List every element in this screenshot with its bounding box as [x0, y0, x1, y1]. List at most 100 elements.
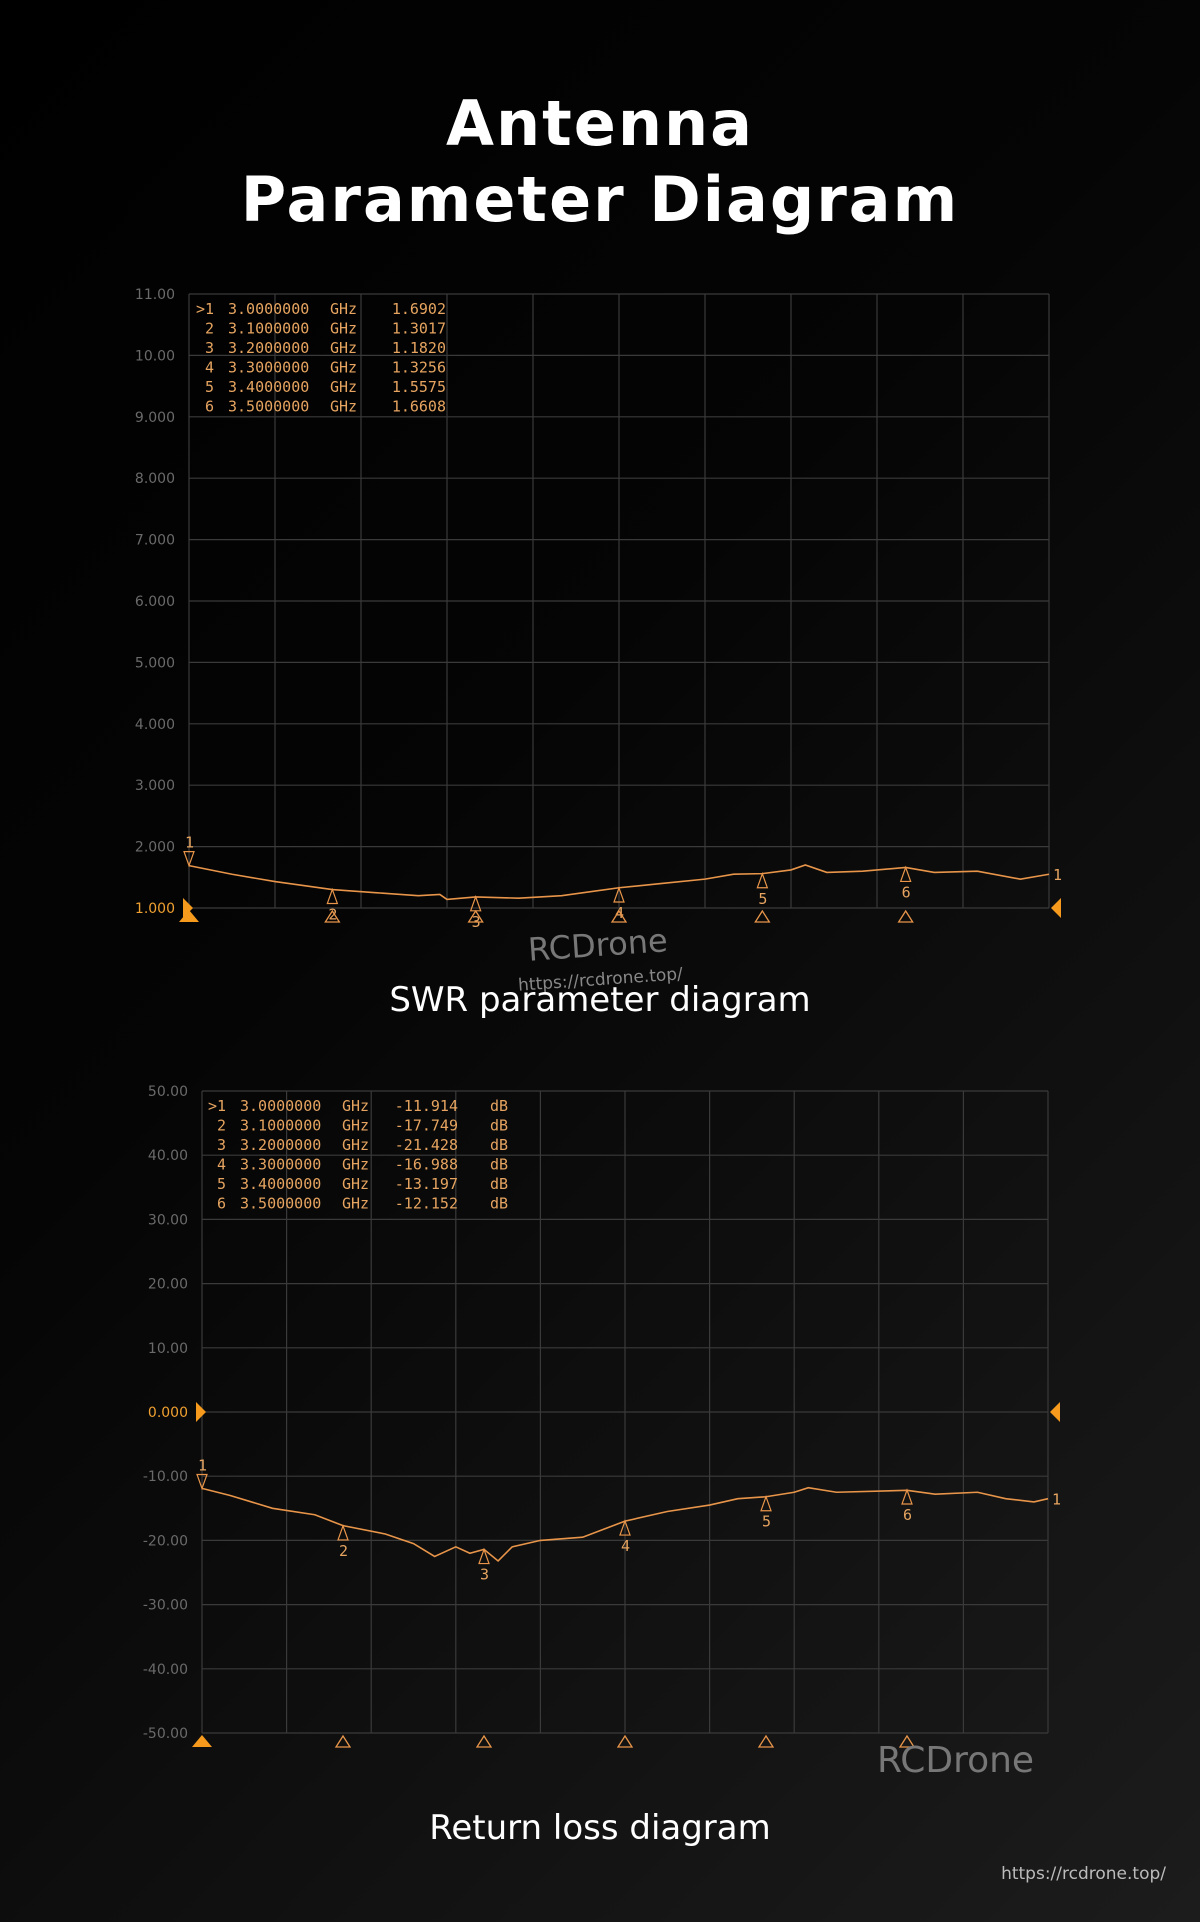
marker-icon [337, 1524, 349, 1541]
marker-table-freq: 3.0000000 [228, 300, 309, 318]
marker-bottom-icon [324, 909, 341, 923]
marker-table-unit: GHz [342, 1117, 369, 1135]
marker-table-vunit: dB [490, 1097, 508, 1115]
marker-icon [619, 1519, 631, 1536]
marker-table-unit: GHz [330, 378, 357, 396]
y-tick-label: 6.000 [135, 594, 175, 610]
marker-label: 1 [198, 1456, 207, 1474]
marker-table-id: 4 [217, 1156, 226, 1174]
footer-url: https://rcdrone.top/ [1001, 1864, 1166, 1884]
trace-line [201, 1486, 1049, 1563]
marker-table-value: -16.988 [395, 1156, 458, 1174]
marker-table-unit: GHz [342, 1097, 369, 1115]
y-tick-label: 10.00 [135, 348, 175, 364]
marker-table-freq: 3.5000000 [228, 398, 309, 416]
marker-label: 5 [762, 1513, 771, 1531]
marker-bottom-icon [757, 1734, 775, 1748]
swr-caption: SWR parameter diagram [389, 980, 811, 1020]
y-tick-label: 9.000 [135, 410, 175, 426]
marker-table-id: >1 [196, 300, 214, 318]
marker-bottom-icon [898, 1734, 916, 1748]
marker-icon [196, 1473, 208, 1491]
marker-table-unit: GHz [330, 359, 357, 377]
y-tick-label: 1.000 [135, 901, 175, 917]
marker-table-unit: GHz [342, 1136, 369, 1154]
y-tick-label: 3.000 [135, 778, 175, 794]
marker-table-freq: 3.3000000 [240, 1156, 321, 1174]
marker-table-value: 1.5575 [392, 378, 446, 396]
y-tick-label: 5.000 [135, 655, 175, 671]
marker-icon [760, 1494, 772, 1512]
y-tick-label: 10.00 [148, 1341, 188, 1357]
y-tick-label: 4.000 [135, 717, 175, 733]
page-title: Antenna Parameter Diagram [240, 87, 960, 236]
marker-table-vunit: dB [490, 1136, 508, 1154]
marker-table-id: 5 [205, 378, 214, 396]
marker-table-freq: 3.0000000 [240, 1097, 321, 1115]
marker-table-value: -11.914 [395, 1097, 458, 1115]
marker-table-value: 1.1820 [392, 339, 446, 357]
y-tick-label: 20.00 [148, 1277, 188, 1293]
marker-bottom-active-icon [179, 910, 199, 922]
marker-label: 6 [902, 883, 911, 901]
reference-left-arrow [183, 898, 193, 918]
trace-end-label: 1 [1053, 866, 1062, 884]
marker-table-freq: 3.1000000 [228, 320, 309, 338]
chart-return-loss: 50.00 40.00 30.00 20.00 10.00 0.000 -10.00 -20.… [143, 1084, 1061, 1748]
marker-bottom-icon [897, 909, 914, 923]
y-tick-label: 50.00 [148, 1084, 188, 1100]
marker-table-freq: 3.5000000 [240, 1195, 321, 1213]
marker-table-unit: GHz [330, 300, 357, 318]
marker-bottom-icon [467, 909, 484, 923]
marker-bottom-icon [616, 1734, 634, 1748]
marker-label: 2 [339, 1542, 348, 1560]
y-tick-label: -10.00 [143, 1469, 188, 1485]
marker-label: 1 [185, 834, 194, 852]
marker-label: 4 [621, 1537, 630, 1555]
y-tick-label: 11.00 [135, 287, 175, 303]
y-tick-label: 7.000 [135, 533, 175, 549]
y-tick-label: 0.000 [148, 1405, 188, 1421]
y-tick-label: 8.000 [135, 471, 175, 487]
marker-table-id: 6 [217, 1195, 226, 1213]
marker-table-freq: 3.2000000 [228, 339, 309, 357]
marker-label: 2 [328, 905, 337, 923]
marker-table-freq: 3.4000000 [228, 378, 309, 396]
marker-bottom-icon [610, 909, 628, 923]
marker-table-freq: 3.3000000 [228, 359, 309, 377]
marker-table-vunit: dB [490, 1175, 508, 1193]
watermark-brand-2: RCDrone [877, 1740, 1035, 1781]
chart-swr: 11.00 10.00 9.000 8.000 7.000 6.000 5.000 4.000… [135, 287, 1062, 931]
marker-table-value: -12.152 [395, 1195, 458, 1213]
marker-table-freq: 3.1000000 [240, 1117, 321, 1135]
marker-table-id: >1 [208, 1097, 226, 1115]
marker-table-id: 5 [217, 1175, 226, 1193]
return-loss-caption: Return loss diagram [429, 1808, 771, 1848]
reference-right-arrow [1050, 1402, 1060, 1422]
marker-icon [478, 1547, 490, 1565]
marker-table-id: 3 [205, 339, 214, 357]
marker-table-unit: GHz [342, 1195, 369, 1213]
marker-bottom-icon [334, 1734, 352, 1748]
marker-icon [899, 865, 912, 883]
y-tick-label: -50.00 [143, 1726, 188, 1742]
marker-icon [901, 1488, 913, 1505]
y-tick-label: -40.00 [143, 1662, 188, 1678]
marker-table-unit: GHz [342, 1175, 369, 1193]
marker-table-unit: GHz [330, 339, 357, 357]
marker-table-value: -13.197 [395, 1175, 458, 1193]
marker-table-vunit: dB [490, 1117, 508, 1135]
marker-table-vunit: dB [490, 1195, 508, 1213]
marker-table-freq: 3.2000000 [240, 1136, 321, 1154]
marker-table-id: 4 [205, 359, 214, 377]
marker-label: 3 [480, 1566, 489, 1584]
marker-bottom-icon [475, 1734, 493, 1748]
y-tick-label: -30.00 [143, 1598, 188, 1614]
marker-icon [613, 886, 625, 903]
y-tick-label: -20.00 [143, 1533, 188, 1549]
marker-icon [326, 887, 339, 905]
trace-end-label: 1 [1052, 1491, 1061, 1509]
marker-table-value: 1.6902 [392, 300, 446, 318]
marker-label: 6 [903, 1506, 912, 1524]
